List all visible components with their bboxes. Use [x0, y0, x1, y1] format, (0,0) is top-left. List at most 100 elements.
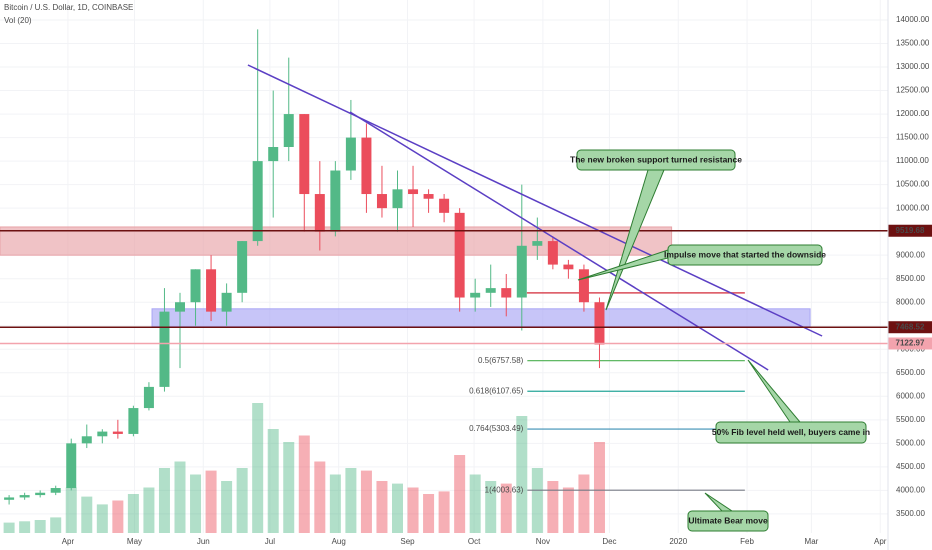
candle-body: [578, 269, 589, 303]
y-tick-label: 10000.00: [896, 203, 930, 212]
volume-bar: [127, 494, 139, 533]
candle-body: [283, 114, 294, 147]
volume-bar: [593, 442, 605, 533]
volume-bar: [81, 496, 93, 533]
y-tick-label: 11500.00: [896, 133, 929, 142]
volume-bar: [485, 481, 497, 533]
candle-body: [392, 189, 403, 209]
volume-bar: [158, 468, 170, 533]
y-tick-label: 5500.00: [896, 415, 925, 424]
y-tick-label: 6500.00: [896, 368, 925, 377]
y-tick-label: 12500.00: [896, 86, 930, 95]
volume-bar: [112, 500, 124, 533]
candle-body: [97, 431, 108, 437]
callout: Impulse move that started the downside: [577, 244, 826, 281]
volume-bar: [578, 474, 590, 533]
fib-label: 0.618(6107.65): [469, 386, 524, 395]
price-tag-label: 7122.97: [896, 339, 925, 348]
candle-body: [268, 146, 279, 162]
y-tick-label: 4500.00: [896, 462, 925, 471]
callout-box: [687, 510, 769, 532]
callout-text: Impulse move that started the downside: [664, 249, 826, 259]
candle-body: [470, 292, 481, 298]
candle-body: [454, 212, 465, 298]
candle-body: [128, 408, 139, 434]
candle-body: [237, 241, 248, 293]
candle-body: [81, 436, 92, 444]
volume-bar: [329, 474, 341, 533]
y-tick-label: 13500.00: [896, 39, 930, 48]
volume-bar: [50, 517, 62, 533]
volume-bar: [438, 491, 450, 533]
volume-bar: [454, 455, 466, 533]
candle-body: [439, 198, 450, 213]
price-tag: [888, 321, 932, 334]
price-tag: [888, 224, 932, 237]
x-tick-label: 2020: [669, 537, 687, 546]
candle-body: [4, 497, 15, 500]
x-tick-label: Oct: [468, 537, 481, 546]
candle-body: [19, 495, 30, 498]
volume-bar: [469, 474, 481, 533]
zone: [151, 308, 811, 328]
volume-bar: [392, 483, 404, 533]
y-tick-label: 4000.00: [896, 485, 925, 494]
volume-bar: [267, 429, 279, 533]
x-tick-label: Mar: [805, 537, 819, 546]
x-tick-label: Feb: [740, 537, 754, 546]
y-tick-label: 8000.00: [896, 297, 925, 306]
candle-body: [66, 443, 77, 489]
candle-body: [252, 161, 263, 242]
volume-bar: [221, 481, 233, 533]
candle-body: [408, 189, 419, 195]
y-tick-label: 10500.00: [896, 180, 930, 189]
volume-bar: [298, 435, 310, 533]
x-tick-label: Apr: [874, 537, 887, 546]
callout-box: [667, 244, 823, 266]
y-tick-label: 9000.00: [896, 250, 925, 259]
volume-bar: [345, 468, 357, 533]
volume-bar: [236, 468, 248, 533]
callout-box: [576, 149, 736, 171]
y-tick-label: 6000.00: [896, 391, 925, 400]
volume-bar: [19, 521, 31, 533]
candle-body: [330, 170, 341, 232]
candle-body: [174, 302, 185, 312]
candle-body: [221, 292, 232, 312]
candle-body: [159, 311, 170, 387]
candle-body: [206, 269, 217, 312]
candle-body: [314, 194, 325, 232]
x-tick-label: Aug: [332, 537, 346, 546]
candle-body: [594, 302, 605, 345]
candle-body: [143, 386, 154, 409]
candle-body: [299, 114, 310, 195]
x-tick-label: Jun: [197, 537, 210, 546]
volume-bar: [423, 494, 435, 533]
volume-bar: [190, 474, 202, 533]
volume-bar: [143, 487, 155, 533]
y-tick-label: 13000.00: [896, 62, 930, 71]
y-tick-label: 3500.00: [896, 509, 925, 518]
volume-bar: [407, 487, 419, 533]
y-tick-label: 12000.00: [896, 109, 930, 118]
x-tick-label: May: [127, 537, 142, 546]
volume-bar: [360, 470, 372, 533]
callout-text: 50% Fib level held well, buyers came in: [712, 427, 870, 437]
x-tick-label: Jul: [265, 537, 275, 546]
candle-body: [345, 137, 356, 171]
volume-bar: [376, 481, 388, 533]
x-tick-label: Sep: [400, 537, 415, 546]
volume-bar: [516, 416, 528, 533]
volume-bar: [547, 481, 559, 533]
volume-bar: [3, 522, 15, 533]
candle-body: [485, 288, 496, 293]
candle-body: [547, 241, 558, 265]
candle-body: [563, 264, 574, 270]
volume-bar: [283, 442, 295, 533]
y-tick-label: 11000.00: [896, 156, 929, 165]
candle-body: [423, 194, 434, 199]
y-tick-label: 8500.00: [896, 274, 925, 283]
volume-bar: [252, 403, 264, 533]
callout-text: The new broken support turned resistance: [570, 154, 742, 164]
